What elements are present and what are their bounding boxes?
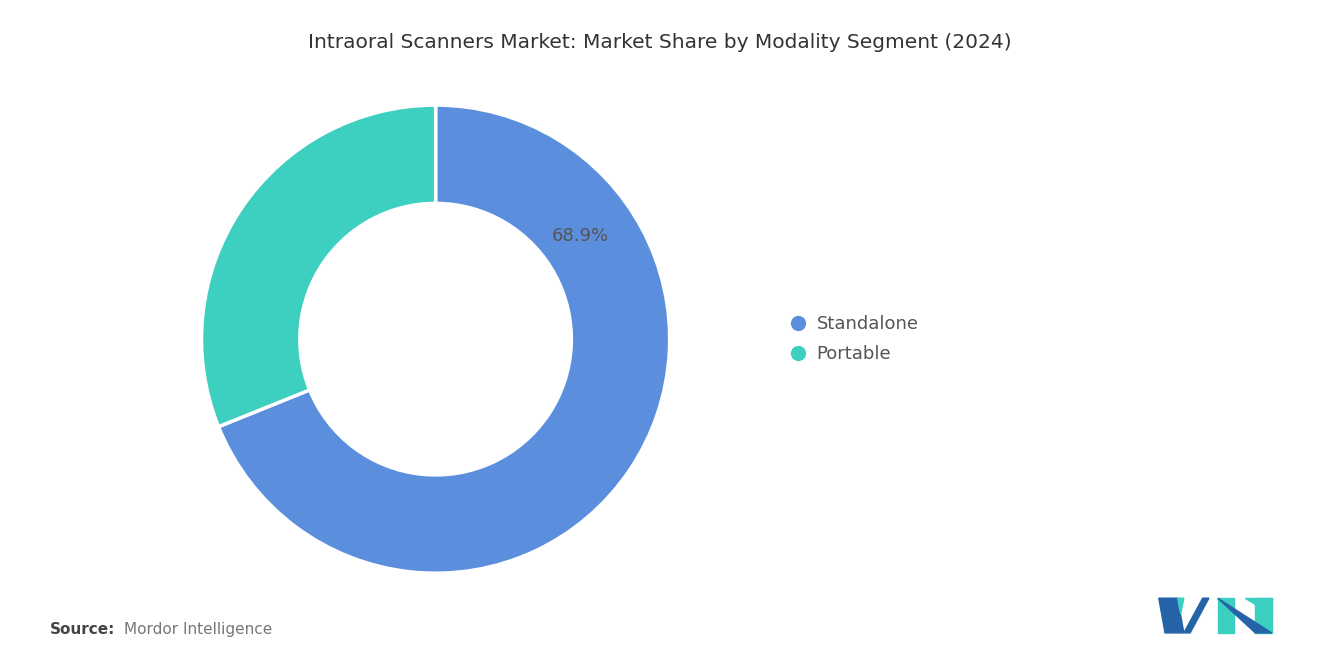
Polygon shape <box>1255 598 1271 633</box>
Text: Intraoral Scanners Market: Market Share by Modality Segment (2024): Intraoral Scanners Market: Market Share … <box>308 33 1012 53</box>
Polygon shape <box>1177 598 1184 614</box>
Wedge shape <box>202 105 436 427</box>
Polygon shape <box>1217 598 1234 633</box>
Text: Mordor Intelligence: Mordor Intelligence <box>124 622 272 637</box>
Text: 68.9%: 68.9% <box>552 227 609 245</box>
Polygon shape <box>1217 598 1271 633</box>
Text: Source:: Source: <box>50 622 116 637</box>
Polygon shape <box>1159 598 1184 633</box>
Polygon shape <box>1184 598 1209 633</box>
Wedge shape <box>219 105 669 573</box>
Polygon shape <box>1245 598 1271 614</box>
Legend: Standalone, Portable: Standalone, Portable <box>784 306 928 372</box>
